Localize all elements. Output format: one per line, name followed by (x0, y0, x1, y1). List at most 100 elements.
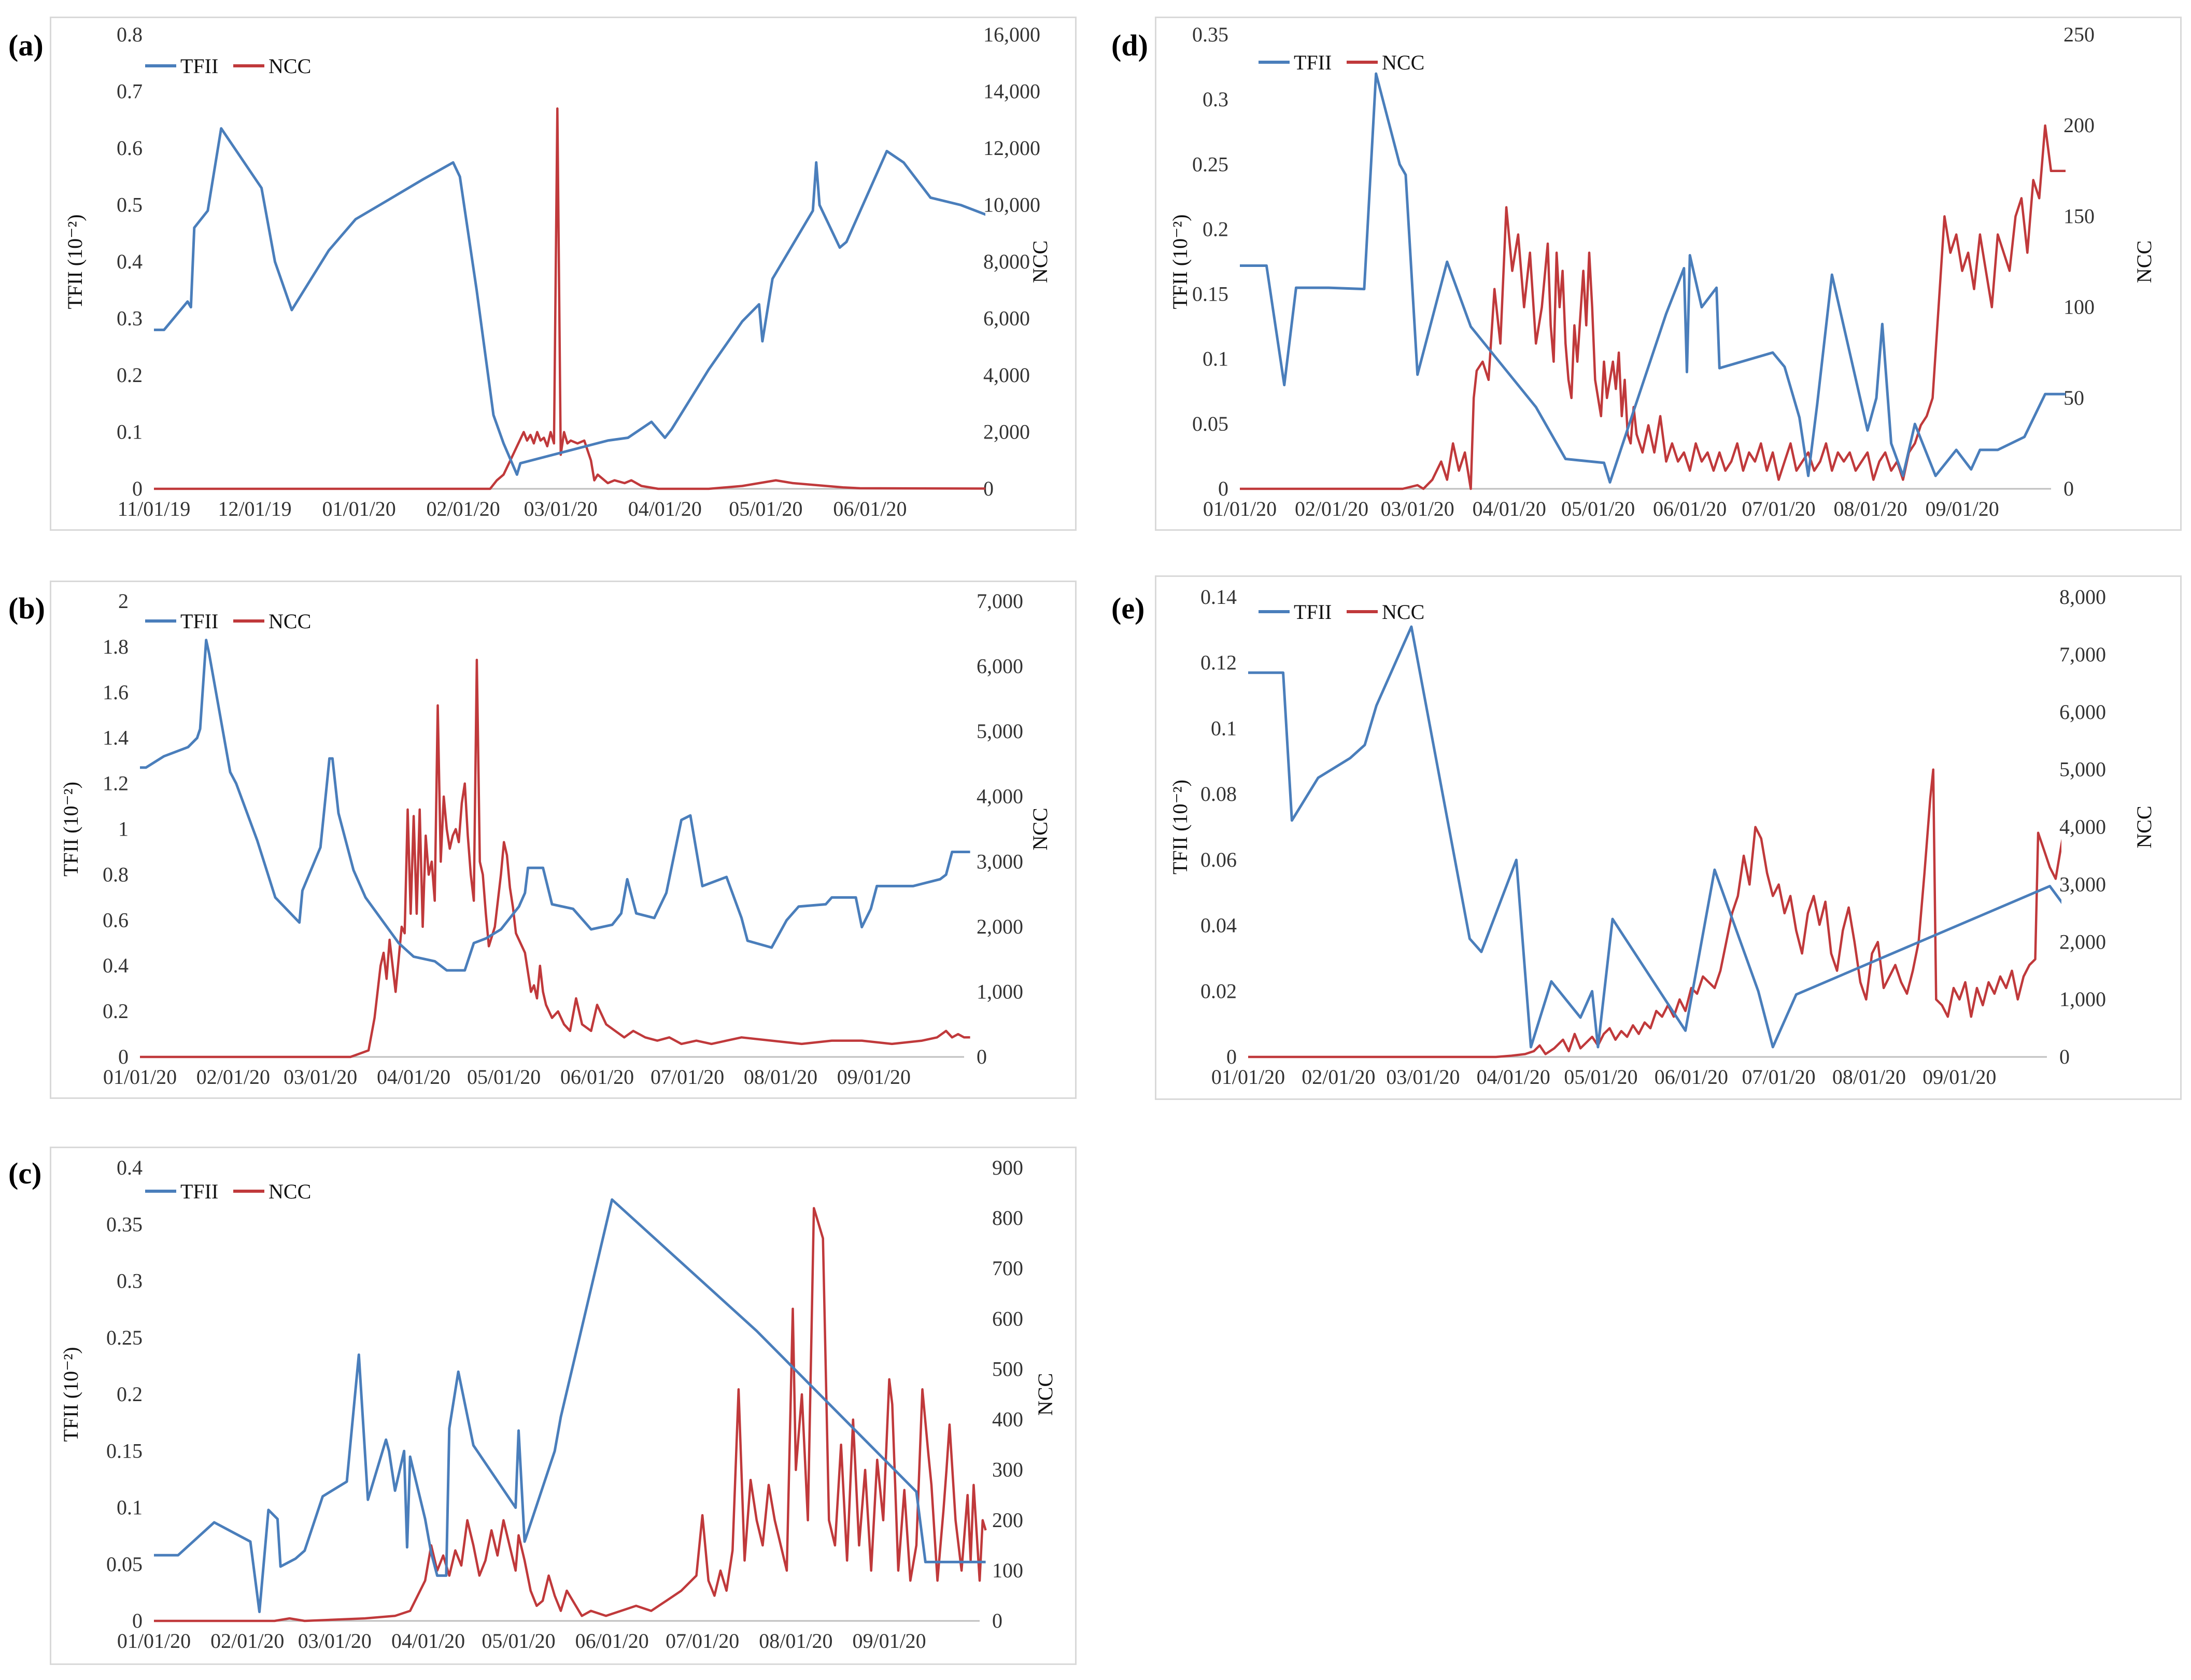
right-tick-label-e: 6,000 (2059, 700, 2106, 724)
left-tick-label-b: 1 (118, 817, 129, 841)
left-tick-label-b: 0 (118, 1045, 129, 1068)
left-tick-label-a: 0.4 (117, 250, 143, 273)
y-axis-title-right-a: NCC (1028, 241, 1052, 283)
x-tick-label-b: 09/01/20 (837, 1065, 911, 1089)
x-tick-label-b: 02/01/20 (196, 1065, 270, 1089)
left-tick-label-b: 1.4 (103, 726, 129, 750)
legend-label-tfii-a: TFII (180, 54, 218, 78)
panel-label-e: (e) (1111, 591, 1145, 625)
right-tick-label-c: 300 (992, 1458, 1023, 1481)
left-tick-label-c: 0.15 (106, 1439, 143, 1462)
legend-label-ncc-d: NCC (1382, 51, 1424, 74)
chart-frame-c (50, 1147, 1077, 1665)
x-tick-label-c: 01/01/20 (117, 1629, 191, 1653)
x-tick-label-d: 03/01/20 (1381, 497, 1454, 520)
right-tick-label-e: 2,000 (2059, 930, 2106, 953)
right-tick-label-d: 0 (2063, 477, 2074, 500)
x-tick-label-a: 04/01/20 (628, 497, 702, 520)
y-axis-title-left-b: TFII (10⁻²) (59, 782, 82, 877)
right-tick-label-c: 200 (992, 1508, 1023, 1532)
left-tick-label-a: 0.2 (117, 363, 143, 387)
x-tick-label-b: 05/01/20 (467, 1065, 541, 1089)
left-tick-label-c: 0 (132, 1609, 143, 1632)
x-tick-label-a: 12/01/19 (218, 497, 291, 520)
right-tick-label-c: 100 (992, 1559, 1023, 1582)
right-tick-label-e: 3,000 (2059, 872, 2106, 896)
chart-frame-d (1155, 17, 2182, 531)
right-tick-label-b: 1,000 (977, 980, 1023, 1003)
legend-label-tfii-e: TFII (1294, 600, 1332, 624)
x-tick-label-a: 06/01/20 (833, 497, 907, 520)
x-tick-label-e: 03/01/20 (1386, 1065, 1460, 1089)
x-tick-label-d: 09/01/20 (1926, 497, 1999, 520)
x-tick-label-c: 09/01/20 (852, 1629, 926, 1653)
right-tick-label-a: 16,000 (983, 23, 1040, 46)
x-tick-label-c: 05/01/20 (482, 1629, 555, 1653)
x-tick-label-e: 05/01/20 (1564, 1065, 1637, 1089)
left-tick-label-a: 0.3 (117, 307, 143, 330)
x-tick-label-d: 02/01/20 (1295, 497, 1368, 520)
legend-label-ncc-a: NCC (268, 54, 311, 78)
left-tick-label-a: 0.1 (117, 420, 143, 444)
right-tick-label-c: 600 (992, 1307, 1023, 1330)
x-tick-label-d: 06/01/20 (1653, 497, 1727, 520)
x-tick-label-d: 05/01/20 (1561, 497, 1635, 520)
right-tick-label-d: 50 (2063, 386, 2084, 410)
right-tick-label-c: 800 (992, 1206, 1023, 1230)
panel-label-b: (b) (8, 591, 45, 625)
left-tick-label-e: 0.1 (1211, 716, 1237, 740)
y-axis-title-right-b: NCC (1028, 808, 1052, 850)
chart-frame-a (50, 17, 1077, 531)
left-tick-label-d: 0.25 (1192, 152, 1228, 176)
y-axis-title-right-c: NCC (1034, 1373, 1057, 1416)
right-tick-label-b: 3,000 (977, 850, 1023, 873)
x-tick-label-b: 08/01/20 (744, 1065, 817, 1089)
chart-panel-a: (a) 0 0.1 0.2 0.3 0.4 0.5 0.6 0.7 0.8 0 2,000 4,000… (0, 0, 1140, 549)
left-tick-label-d: 0.2 (1203, 217, 1228, 241)
chart-c: 0 0.05 0.1 0.15 0.2 0.25 0.3 0.35 0.4 0 100 200 300 4… (59, 1156, 1057, 1653)
legend-label-tfii-c: TFII (180, 1180, 218, 1203)
left-tick-label-d: 0.3 (1203, 88, 1228, 111)
left-tick-label-c: 0.4 (117, 1156, 143, 1179)
x-tick-label-e: 01/01/20 (1211, 1065, 1285, 1089)
left-tick-label-c: 0.2 (117, 1382, 143, 1406)
series-line-tfii-e (1248, 625, 2061, 1049)
left-tick-label-b: 1.8 (103, 635, 129, 658)
right-tick-label-b: 7,000 (977, 589, 1023, 613)
left-tick-label-e: 0 (1226, 1045, 1237, 1068)
left-tick-label-b: 0.4 (103, 954, 129, 977)
x-tick-label-d: 07/01/20 (1742, 497, 1815, 520)
right-tick-label-a: 0 (983, 477, 994, 500)
x-tick-label-c: 06/01/20 (575, 1629, 649, 1653)
left-tick-label-e: 0.02 (1200, 979, 1237, 1003)
x-tick-label-b: 06/01/20 (560, 1065, 634, 1089)
right-tick-label-a: 10,000 (983, 193, 1040, 217)
x-tick-label-b: 03/01/20 (284, 1065, 357, 1089)
x-tick-label-e: 09/01/20 (1923, 1065, 1996, 1089)
right-tick-label-e: 5,000 (2059, 758, 2106, 781)
right-tick-label-b: 4,000 (977, 785, 1023, 808)
left-tick-label-d: 0.1 (1203, 347, 1228, 371)
left-tick-label-a: 0.8 (117, 23, 143, 46)
chart-frame-b (50, 581, 1077, 1099)
chart-e: 0 0.02 0.04 0.06 0.08 0.1 0.12 0.14 0 1,000 2,000 3… (1168, 585, 2156, 1089)
series-line-tfii-a (154, 127, 985, 476)
y-axis-title-left-d: TFII (10⁻²) (1168, 214, 1192, 309)
legend-label-tfii-b: TFII (180, 610, 218, 633)
series-line-ncc-e (1248, 768, 2061, 1058)
left-tick-label-d: 0.15 (1192, 283, 1228, 306)
right-tick-label-e: 8,000 (2059, 585, 2106, 609)
x-tick-label-d: 01/01/20 (1203, 497, 1277, 520)
right-tick-label-d: 200 (2063, 114, 2095, 137)
chart-frame-e (1155, 575, 2182, 1100)
series-line-tfii-c (154, 1198, 986, 1613)
y-axis-title-right-e: NCC (2132, 806, 2156, 848)
right-tick-label-c: 700 (992, 1257, 1023, 1280)
right-tick-label-a: 8,000 (983, 250, 1030, 273)
left-tick-label-e: 0.06 (1200, 848, 1237, 871)
series-line-ncc-b (140, 658, 970, 1058)
right-tick-label-a: 12,000 (983, 136, 1040, 160)
y-axis-title-left-c: TFII (10⁻²) (59, 1347, 82, 1442)
x-tick-label-a: 03/01/20 (524, 497, 598, 520)
x-tick-label-e: 07/01/20 (1742, 1065, 1815, 1089)
